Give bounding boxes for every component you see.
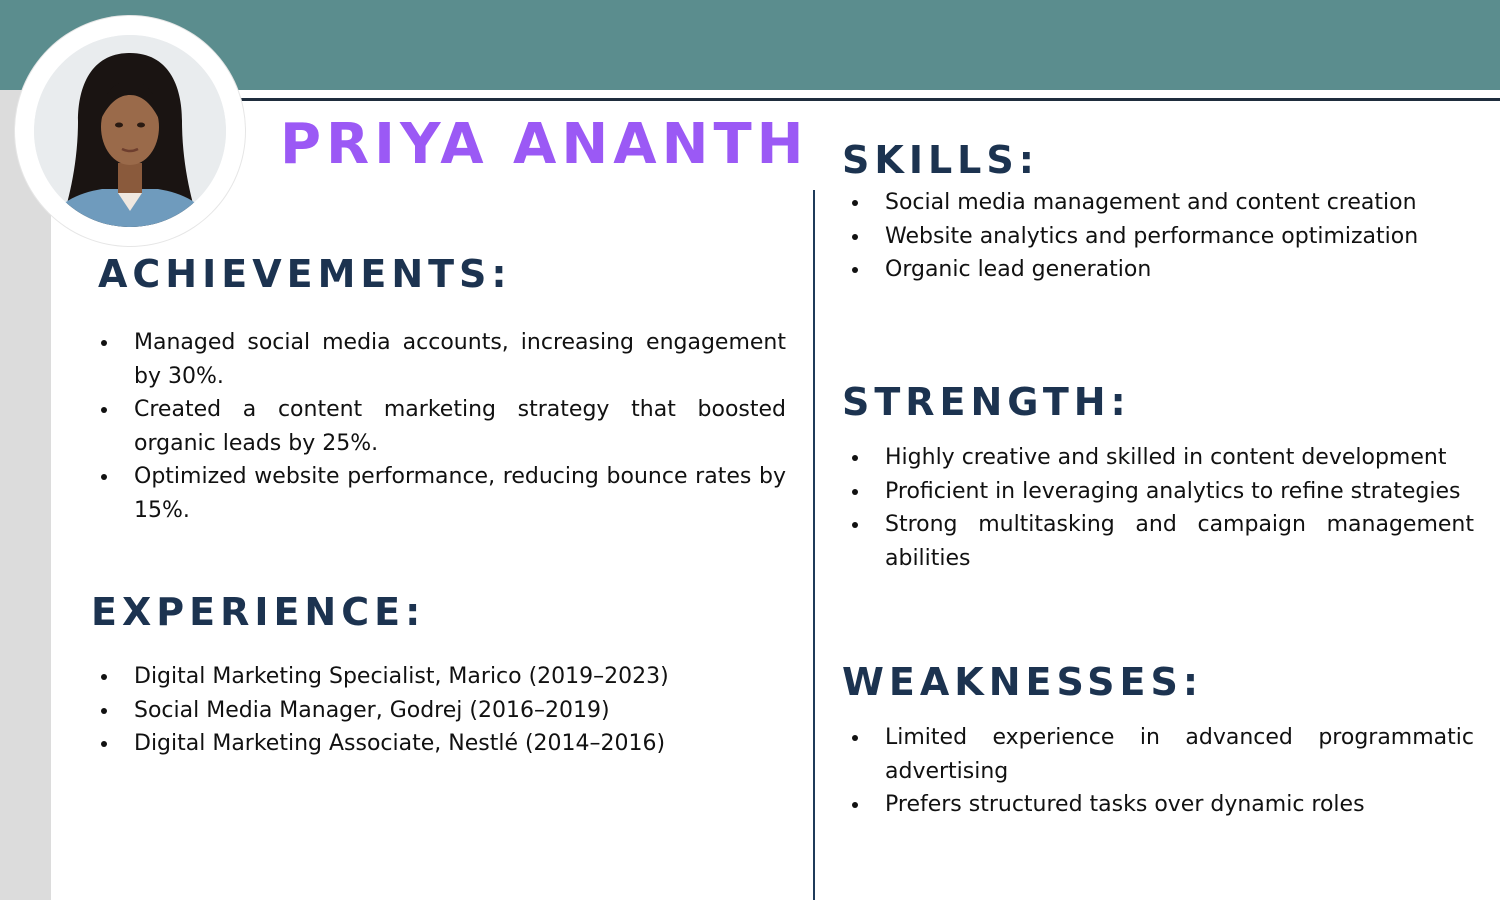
avatar <box>15 16 245 246</box>
list-item: Organic lead generation <box>851 253 1474 287</box>
experience-list: Digital Marketing Specialist, Marico (20… <box>100 660 786 761</box>
left-strip <box>0 90 51 900</box>
strength-list: Highly creative and skilled in content d… <box>851 441 1474 575</box>
column-divider <box>813 190 815 900</box>
weaknesses-list: Limited experience in advanced programma… <box>851 721 1474 822</box>
list-item: Proficient in leveraging analytics to re… <box>851 475 1474 509</box>
list-item: Website analytics and performance optimi… <box>851 220 1474 254</box>
list-item: Digital Marketing Associate, Nestlé (201… <box>100 727 786 761</box>
experience-heading: EXPERIENCE: <box>91 590 426 634</box>
list-item: Social media management and content crea… <box>851 186 1474 220</box>
list-item: Highly creative and skilled in content d… <box>851 441 1474 475</box>
header-divider <box>240 98 1500 101</box>
list-item: Limited experience in advanced programma… <box>851 721 1474 788</box>
achievements-list: Managed social media accounts, increasin… <box>100 326 786 527</box>
weaknesses-heading: WEAKNESSES: <box>842 660 1204 704</box>
strength-heading: STRENGTH: <box>842 380 1131 424</box>
list-item: Created a content marketing strategy tha… <box>100 393 786 460</box>
list-item: Social Media Manager, Godrej (2016–2019) <box>100 694 786 728</box>
list-item: Strong multitasking and campaign managem… <box>851 508 1474 575</box>
achievements-heading: ACHIEVEMENTS: <box>98 252 512 296</box>
skills-heading: SKILLS: <box>842 138 1039 182</box>
candidate-name: PRIYA ANANTH <box>280 112 809 177</box>
list-item: Prefers structured tasks over dynamic ro… <box>851 788 1474 822</box>
list-item: Optimized website performance, reducing … <box>100 460 786 527</box>
list-item: Digital Marketing Specialist, Marico (20… <box>100 660 786 694</box>
skills-list: Social media management and content crea… <box>851 186 1474 287</box>
profile-photo-icon <box>34 35 226 227</box>
list-item: Managed social media accounts, increasin… <box>100 326 786 393</box>
header-band <box>0 0 1500 90</box>
